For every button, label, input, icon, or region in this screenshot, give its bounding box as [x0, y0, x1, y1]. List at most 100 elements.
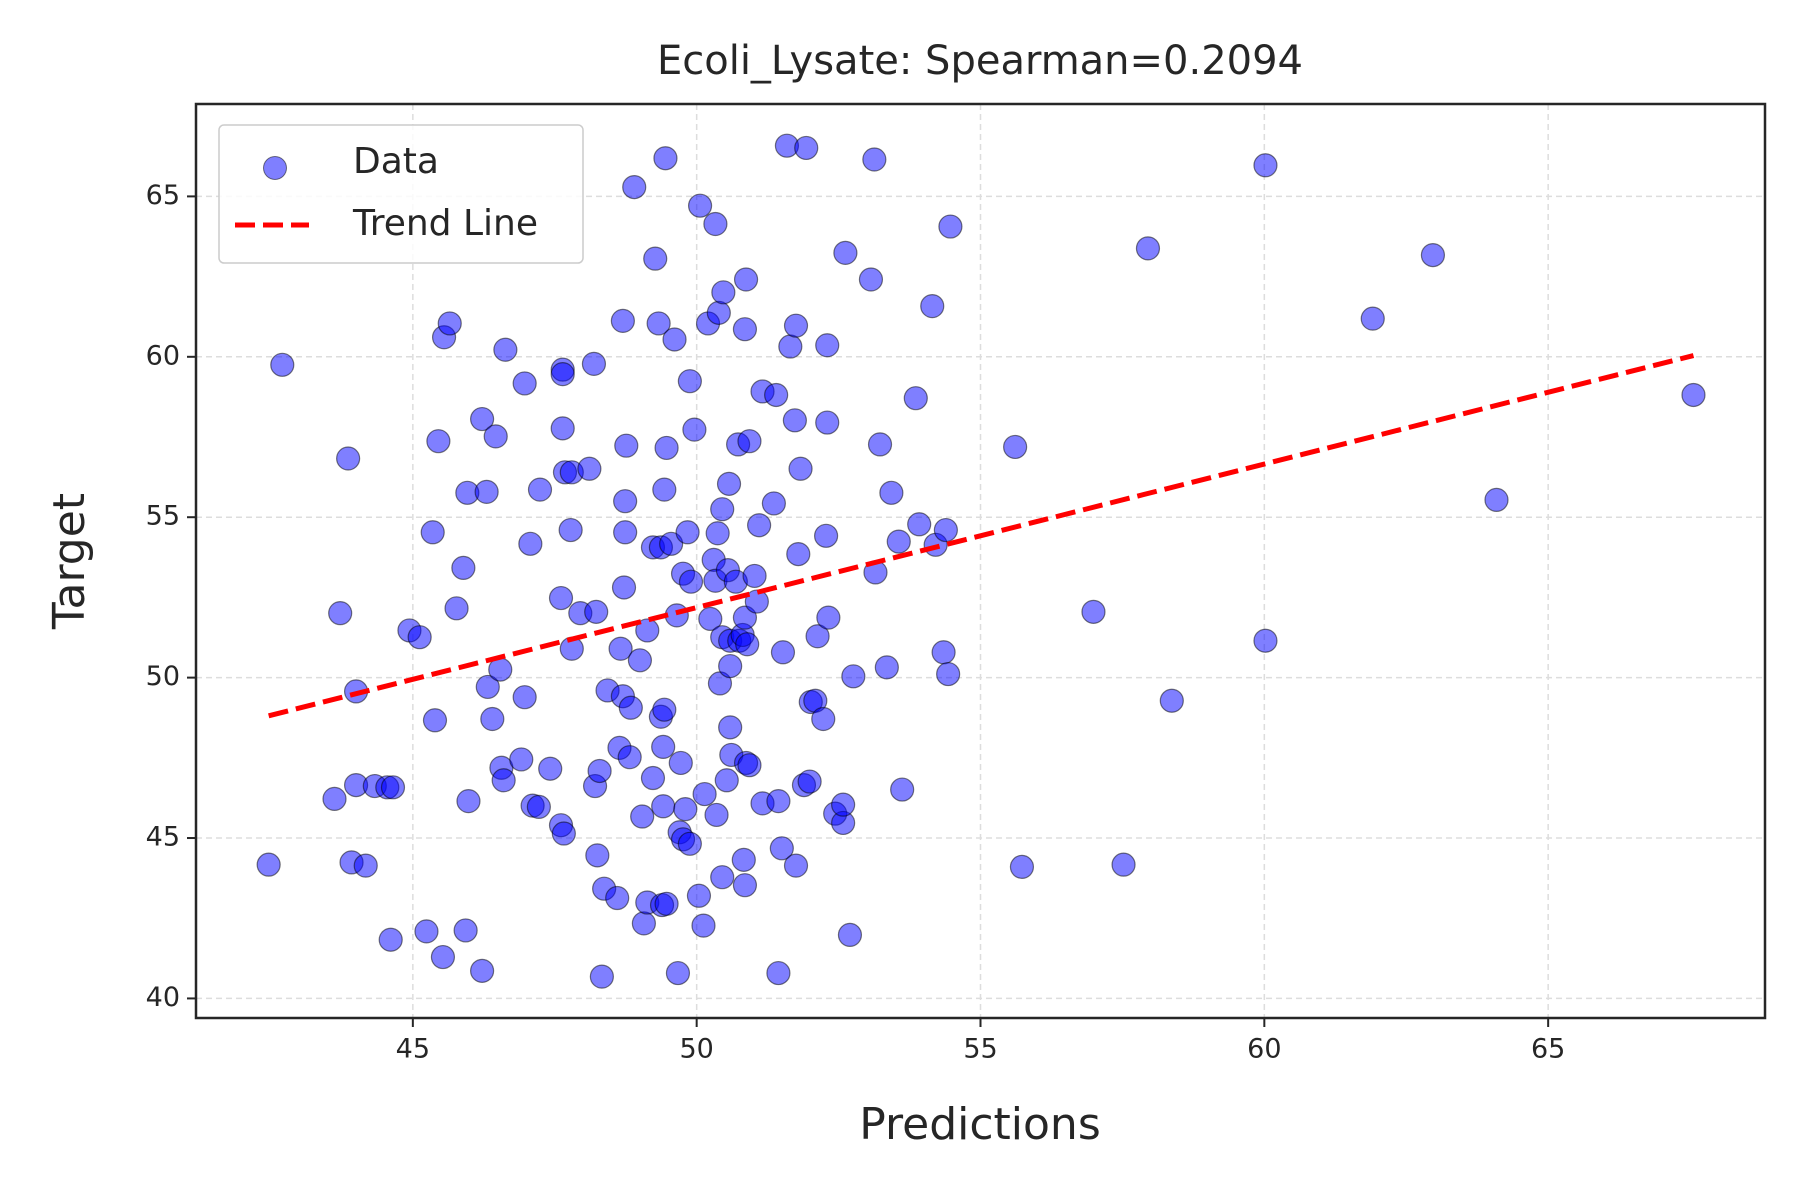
y-axis-label: Target: [44, 493, 95, 630]
data-point: [456, 789, 481, 814]
data-point: [733, 267, 759, 292]
data-point: [518, 531, 543, 556]
data-point: [430, 944, 456, 970]
data-point: [867, 432, 893, 457]
data-point: [673, 797, 698, 822]
data-point: [614, 433, 639, 458]
x-tick-label: 65: [1531, 1034, 1565, 1065]
data-point: [737, 753, 762, 778]
data-point: [407, 625, 432, 650]
data-point: [613, 489, 638, 514]
data-point: [270, 352, 295, 377]
data-point: [907, 512, 932, 537]
data-point: [605, 885, 630, 911]
data-point: [659, 531, 684, 556]
data-point: [742, 563, 767, 589]
data-point: [1253, 628, 1278, 653]
data-point: [322, 786, 347, 811]
data-point: [797, 769, 822, 794]
data-point: [903, 386, 928, 411]
data-point: [716, 471, 742, 496]
data-point: [677, 369, 702, 394]
data-point: [678, 569, 704, 594]
data-point: [585, 843, 610, 868]
data-point: [794, 135, 819, 161]
data-point: [677, 831, 702, 856]
data-point: [622, 174, 647, 200]
legend-box: [218, 124, 584, 264]
data-point: [710, 865, 735, 890]
data-point: [256, 852, 281, 877]
data-point: [422, 708, 448, 733]
data-point: [841, 664, 866, 689]
y-tick-label: 50: [146, 661, 180, 692]
data-point: [336, 446, 361, 471]
data-point: [474, 479, 499, 504]
data-point: [414, 919, 439, 944]
legend-marker: [263, 156, 287, 180]
data-point: [654, 435, 679, 461]
data-point: [627, 648, 653, 673]
y-tick-label: 60: [146, 340, 180, 371]
axes-frame: [194, 102, 1767, 1020]
data-point: [682, 417, 707, 442]
data-point: [778, 334, 803, 359]
data-point: [653, 146, 678, 171]
data-point: [770, 640, 796, 665]
data-point: [718, 653, 743, 679]
data-point: [1360, 306, 1385, 331]
data-point: [483, 424, 508, 449]
data-point: [617, 745, 642, 770]
data-point: [766, 960, 791, 986]
data-point: [577, 456, 602, 481]
data-point: [527, 477, 553, 502]
data-point: [735, 632, 760, 657]
data-point: [890, 777, 915, 802]
data-point: [761, 491, 786, 516]
x-axis-label: Predictions: [859, 1099, 1101, 1150]
data-point: [698, 606, 723, 632]
data-point: [732, 873, 758, 898]
data-point: [646, 311, 671, 336]
data-point: [378, 927, 403, 952]
data-point: [491, 768, 516, 793]
data-point: [662, 327, 687, 352]
data-point: [831, 792, 856, 817]
data-point: [550, 362, 575, 387]
data-point: [480, 706, 505, 732]
data-point: [936, 661, 961, 687]
data-point: [1681, 382, 1706, 408]
data-point: [451, 555, 476, 580]
data-point: [931, 640, 956, 665]
data-point: [589, 964, 614, 989]
data-point: [886, 529, 911, 554]
data-point: [328, 601, 353, 626]
data-point: [732, 317, 758, 342]
data-point: [710, 497, 735, 522]
data-point: [538, 756, 563, 781]
chart-title: Ecoli_Lysate: Spearman=0.2094: [657, 38, 1303, 84]
legend-label: Trend Line: [352, 203, 538, 244]
data-point: [711, 280, 736, 305]
data-point: [613, 520, 638, 545]
data-point: [643, 246, 668, 271]
data-point: [353, 853, 378, 878]
data-point: [618, 695, 643, 720]
data-point: [1253, 153, 1278, 178]
data-point: [444, 596, 469, 621]
data-point: [786, 542, 811, 567]
data-point: [766, 789, 791, 814]
data-point: [704, 802, 729, 828]
data-point: [526, 794, 551, 820]
data-point: [652, 477, 677, 502]
data-point: [703, 211, 728, 237]
data-point: [420, 520, 445, 545]
data-point: [920, 294, 945, 319]
data-point: [811, 706, 836, 732]
trend-line: [268, 353, 1695, 719]
data-point: [737, 429, 762, 454]
data-point: [816, 605, 841, 630]
data-point: [611, 575, 637, 600]
data-point: [833, 240, 858, 265]
data-point: [938, 214, 963, 239]
